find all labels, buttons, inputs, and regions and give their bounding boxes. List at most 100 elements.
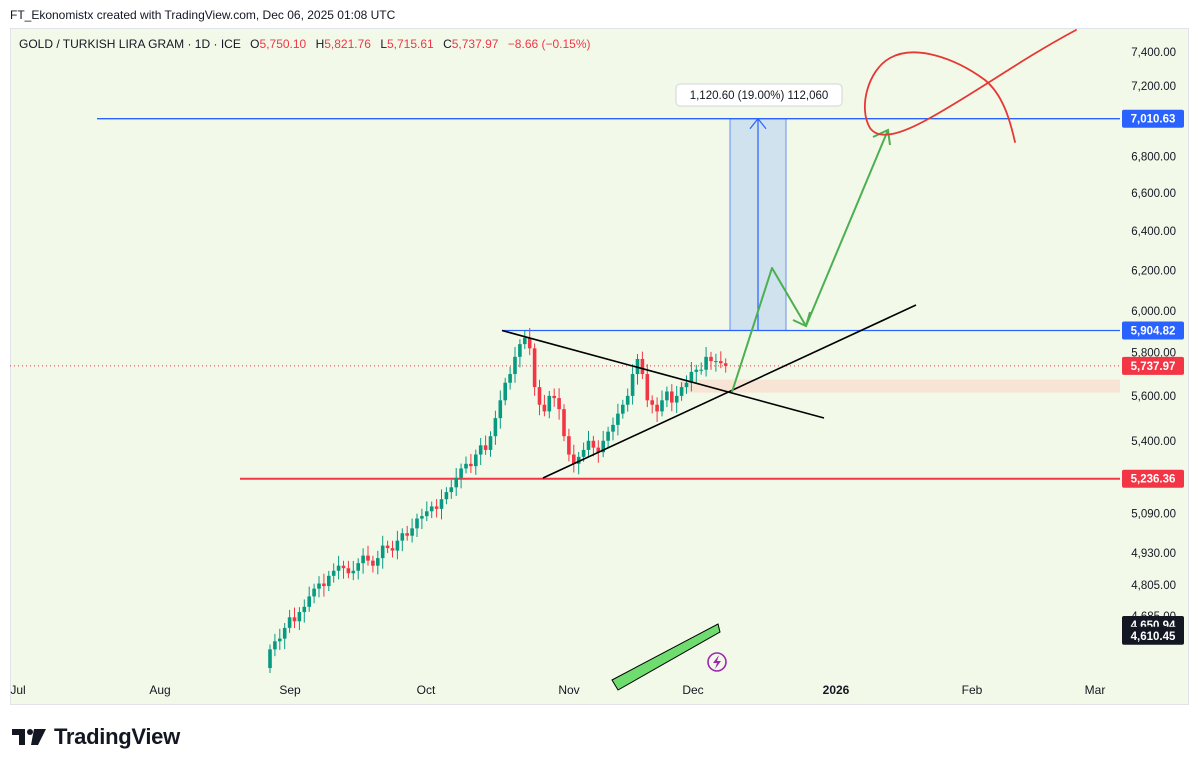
price-badge-label: 5,737.97	[1131, 361, 1176, 373]
x-tick-label: Feb	[962, 683, 983, 697]
candle-body	[469, 463, 473, 467]
candle-body	[655, 404, 659, 412]
price-badge: 7,010.63	[1122, 109, 1184, 128]
legend-open-label: O	[250, 37, 259, 51]
candle-body	[581, 449, 586, 457]
candle-body	[527, 337, 532, 349]
candle-body	[307, 596, 311, 607]
candle-body	[449, 487, 454, 493]
candle-body	[621, 404, 625, 414]
legend-change: −8.66 (−0.15%)	[508, 37, 591, 51]
candle-body	[645, 374, 650, 401]
target-scribble	[863, 29, 1077, 143]
candle-body	[704, 356, 708, 370]
candle-body	[380, 545, 385, 559]
candle-body	[694, 369, 699, 372]
candle-body	[679, 387, 684, 396]
candle-body	[562, 409, 566, 437]
candle-body	[400, 533, 405, 541]
candle-body	[557, 398, 561, 410]
y-tick-label: 6,600.00	[1131, 188, 1176, 200]
candle-body	[670, 391, 674, 403]
candle-body	[292, 617, 297, 622]
price-badge: 5,737.97	[1122, 356, 1184, 375]
candle-body	[459, 468, 463, 478]
legend-close-label: C	[443, 37, 452, 51]
candle-body	[665, 391, 669, 401]
candle-body	[518, 344, 522, 357]
candle-body	[434, 506, 439, 509]
candle-body	[454, 477, 458, 488]
candle-body	[596, 447, 601, 453]
y-axis[interactable]: 7,400.007,200.007,000.006,800.006,600.00…	[1122, 47, 1184, 645]
legend-low-label: L	[380, 37, 387, 51]
candle-body	[297, 612, 302, 622]
price-badge-bg	[1122, 356, 1184, 375]
candle-body	[601, 440, 605, 453]
volume-strip	[611, 623, 721, 691]
candle-body	[709, 356, 713, 362]
candle-body	[719, 361, 723, 364]
x-tick-label: Mar	[1085, 683, 1106, 697]
candle-body	[420, 516, 424, 519]
candle-body	[317, 583, 321, 589]
candle-body	[356, 563, 360, 571]
legend-symbol: GOLD / TURKISH LIRA GRAM · 1D · ICE	[19, 37, 241, 51]
legend-close: 5,737.97	[452, 37, 499, 51]
candle-body	[322, 583, 326, 587]
candle-body	[312, 588, 316, 597]
candle-body	[723, 363, 728, 366]
y-tick-label: 7,200.00	[1131, 81, 1176, 93]
x-tick-label: 2026	[823, 683, 850, 697]
price-badge-bg	[1122, 321, 1184, 340]
y-tick-label: 5,090.00	[1131, 509, 1176, 521]
x-tick-label: Sep	[279, 683, 301, 697]
x-tick-label: Dec	[682, 683, 703, 697]
svg-text:GOLD / TURKISH LIRA GRAM · 1D: GOLD / TURKISH LIRA GRAM · 1D · ICE O5,7…	[19, 37, 591, 51]
candle-body	[478, 445, 483, 455]
descending-trendline	[501, 329, 825, 419]
x-tick-label: Nov	[558, 683, 579, 697]
y-tick-label: 5,800.00	[1131, 348, 1176, 360]
candle-body	[444, 492, 449, 500]
candle-body	[282, 627, 287, 639]
candle-body	[474, 454, 478, 467]
candle-body	[425, 511, 429, 517]
candle-body	[371, 560, 375, 566]
candle-body	[616, 413, 620, 425]
price-badge: 5,904.82	[1122, 321, 1184, 340]
candle-body	[547, 395, 552, 412]
candle-body	[395, 540, 400, 551]
candle-body	[287, 617, 292, 628]
support-zone	[680, 379, 1120, 393]
legend-high-label: H	[316, 37, 325, 51]
candle-body	[361, 555, 365, 564]
price-badge: 4,610.45	[1122, 626, 1184, 645]
projected-path-arrow-mid	[792, 311, 811, 328]
candle-body	[606, 431, 610, 441]
candle-body	[542, 404, 547, 412]
chart-panel[interactable]	[10, 28, 1189, 705]
candle-body	[537, 387, 542, 405]
legend-open: 5,750.10	[260, 37, 307, 51]
y-tick-label: 5,400.00	[1131, 436, 1176, 448]
candle-body	[439, 499, 444, 509]
flash-icon[interactable]	[707, 652, 727, 672]
candle-body	[273, 641, 277, 650]
chart-attribution: FT_Ekonomistx created with TradingView.c…	[10, 8, 396, 22]
x-tick-label: Oct	[417, 683, 436, 697]
candle-body	[523, 337, 527, 345]
candle-body	[503, 382, 507, 401]
candle-body	[714, 361, 718, 363]
candle-body	[684, 382, 689, 388]
candle-body	[341, 565, 346, 569]
price-badge-label: 4,610.45	[1131, 631, 1176, 643]
candle-body	[674, 395, 679, 403]
price-badge-bg	[1122, 469, 1184, 488]
candle-body	[390, 548, 395, 551]
legend-high: 5,821.76	[324, 37, 371, 51]
candle-body	[611, 424, 615, 432]
x-axis[interactable]: Jul Aug Sep Oct Nov Dec 2026 Feb Mar	[10, 683, 1105, 697]
candle-body	[351, 570, 356, 574]
